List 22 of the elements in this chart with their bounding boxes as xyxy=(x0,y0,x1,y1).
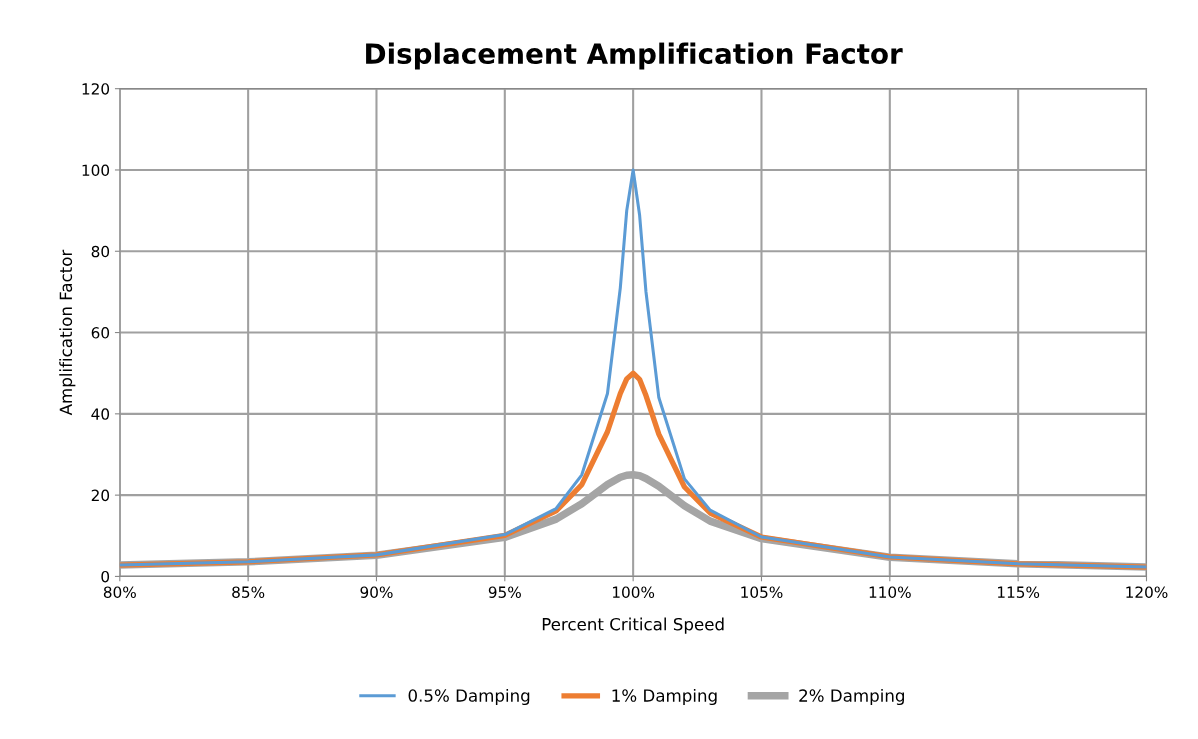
y-tick-label: 80 xyxy=(91,245,110,258)
y-tick-label: 0 xyxy=(101,570,110,583)
chart-title: Displacement Amplification Factor xyxy=(366,42,903,70)
y-tick-label: 20 xyxy=(91,489,110,502)
x-tick-label: 115% xyxy=(997,586,1040,598)
x-tick-label: 120% xyxy=(1126,586,1168,598)
y-axis-title: Amplification Factor xyxy=(59,249,76,416)
legend-label: 2% Damping xyxy=(799,688,904,706)
x-tick-label: 110% xyxy=(869,586,911,598)
y-tick-label: 120 xyxy=(82,83,110,95)
y-tick-label: 60 xyxy=(91,327,110,339)
x-axis-title: Percent Critical Speed xyxy=(542,617,724,634)
legend-label: 0.5% Damping xyxy=(408,688,530,706)
x-tick-label: 85% xyxy=(232,586,265,598)
x-tick-label: 90% xyxy=(360,586,393,598)
legend-label: 1% Damping xyxy=(612,688,717,706)
x-tick-label: 95% xyxy=(488,586,521,598)
y-tick-label: 100 xyxy=(82,164,110,176)
y-tick-label: 40 xyxy=(91,408,110,420)
x-tick-label: 100% xyxy=(612,586,655,598)
x-tick-label: 105% xyxy=(741,586,783,598)
x-tick-label: 80% xyxy=(103,586,136,598)
